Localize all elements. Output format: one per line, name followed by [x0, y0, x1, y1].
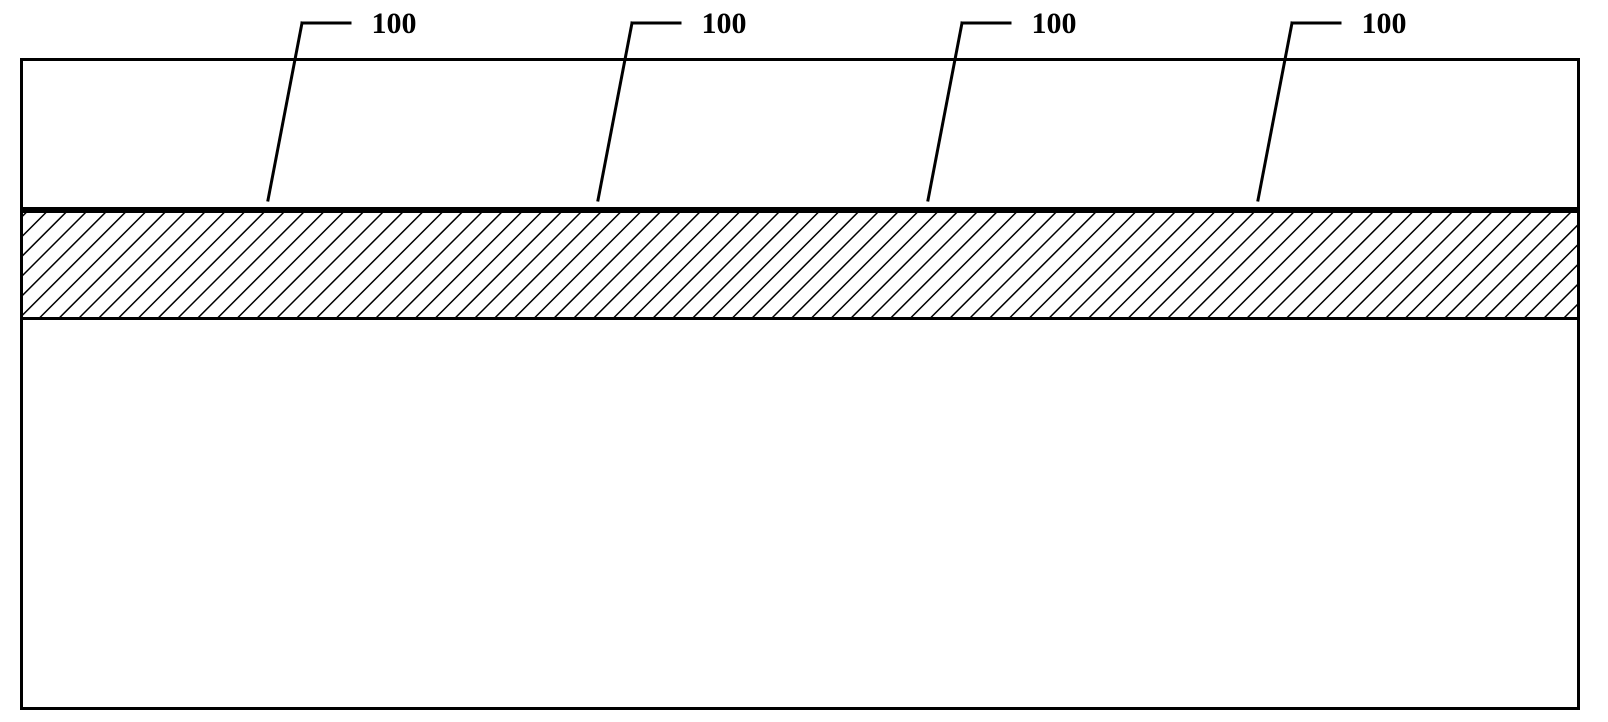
outer-frame [20, 58, 1580, 710]
callout-label-100: 100 [1362, 7, 1407, 41]
callout-label-100: 100 [702, 7, 747, 41]
diagram-stage: STIN+PSTIP+NSTIP+NSTIN+PSTI100100100100 [0, 0, 1608, 722]
callout-label-100: 100 [372, 7, 417, 41]
callout-label-100: 100 [1032, 7, 1077, 41]
